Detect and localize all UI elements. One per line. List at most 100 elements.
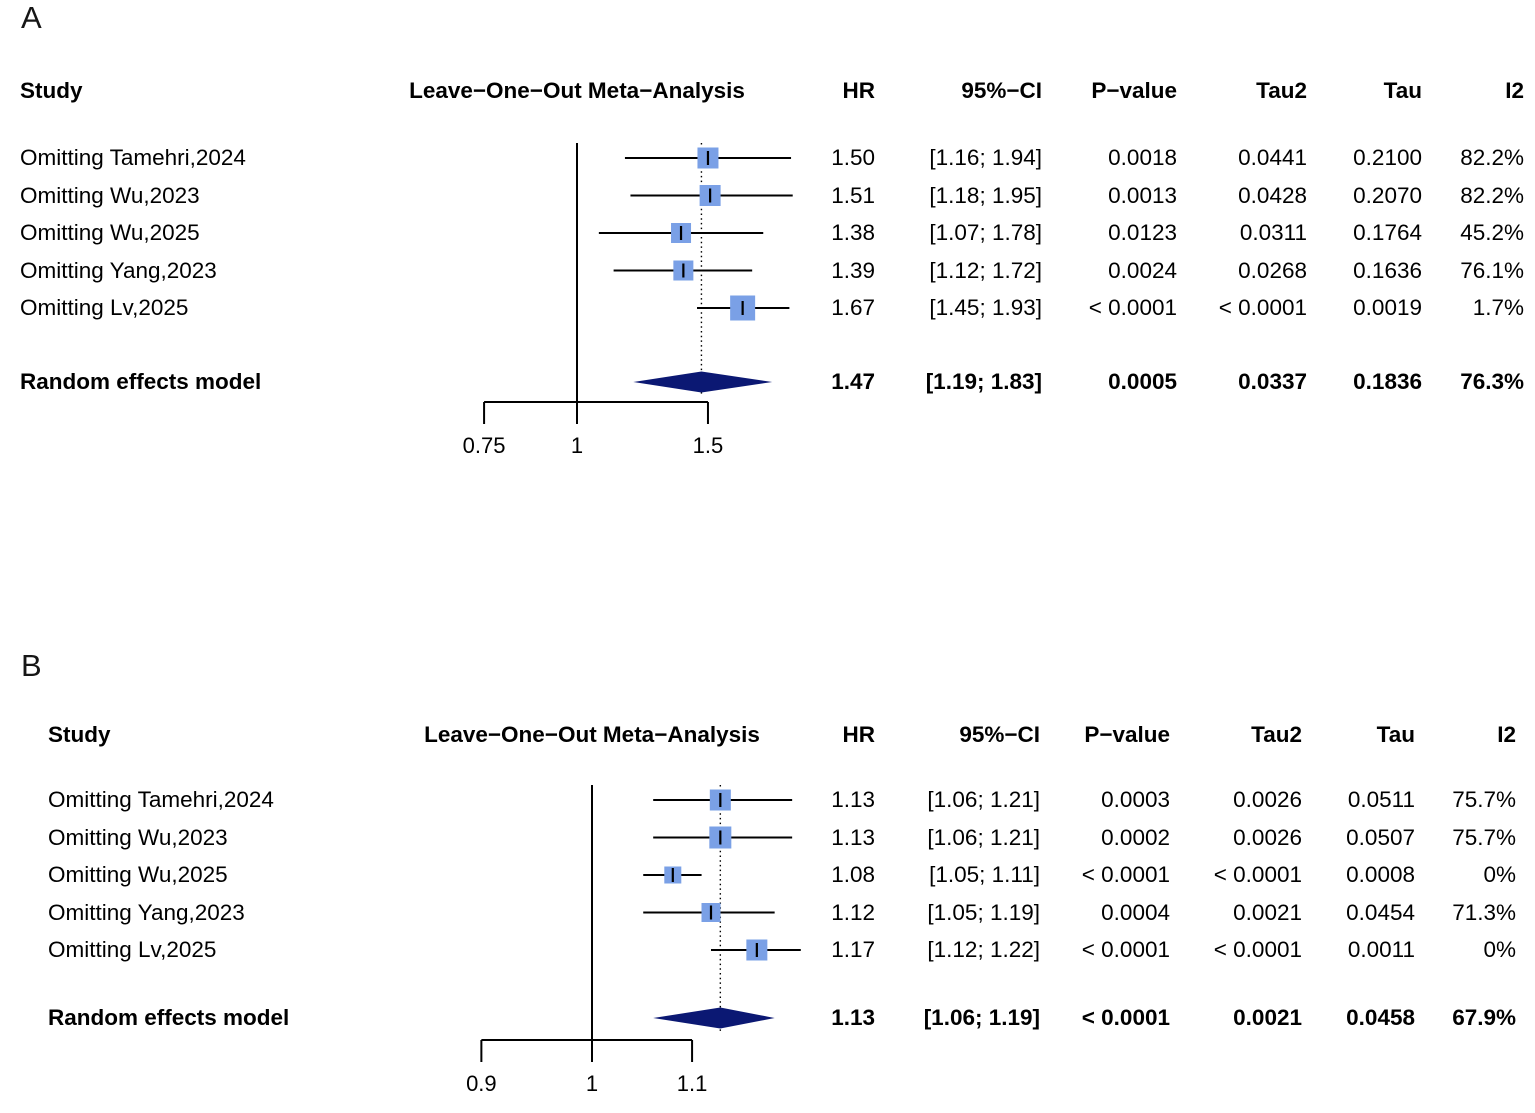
hr-value: 1.08 <box>831 862 875 887</box>
panel-b-column-headers: Study Leave−One−Out Meta−Analysis HR 95%… <box>0 720 1535 750</box>
panel-b-label: B <box>21 648 42 683</box>
p-value: 0.0123 <box>1108 220 1177 245</box>
ci-value: [1.12; 1.22] <box>927 937 1040 962</box>
tau2-value: 0.0428 <box>1238 182 1307 208</box>
x-axis-tick-label: 0.9 <box>466 1071 497 1096</box>
col-header-tau: Tau <box>1383 78 1422 103</box>
hr-value: 1.17 <box>831 937 875 962</box>
p-value: 0.0024 <box>1108 257 1177 283</box>
p-value: 0.0018 <box>1108 145 1177 170</box>
i2-value: 82.2% <box>1460 145 1524 170</box>
study-label: Random effects model <box>48 1005 290 1030</box>
study-label: Omitting Wu,2023 <box>48 824 228 850</box>
tau-value: 0.0019 <box>1353 295 1422 320</box>
tau2-value: 0.0268 <box>1238 257 1307 283</box>
tau2-value: 0.0441 <box>1238 145 1307 170</box>
study-label: Omitting Wu,2023 <box>20 182 200 208</box>
ci-value: [1.06; 1.21] <box>927 787 1040 812</box>
panel-a-column-headers: Study Leave−One−Out Meta−Analysis HR 95%… <box>0 76 1535 106</box>
col-header-i2: I2 <box>1505 78 1524 103</box>
study-row: Omitting Yang,2023 1.39 [1.12; 1.72] 0.0024… <box>0 252 1535 290</box>
i2-value: 0% <box>1483 937 1516 962</box>
hr-value: 1.13 <box>831 787 875 812</box>
p-value: 0.0002 <box>1101 824 1170 850</box>
col-header-plot: Leave−One−Out Meta−Analysis <box>424 722 760 747</box>
summary-row: Random effects model 1.13 [1.06; 1.19] < 0.… <box>0 999 1535 1037</box>
tau-value: 0.0458 <box>1346 1005 1415 1030</box>
tau-value: 0.0011 <box>1347 937 1415 962</box>
tau2-value: 0.0026 <box>1233 824 1302 850</box>
tau2-value: 0.0026 <box>1233 787 1302 812</box>
col-header-study: Study <box>20 78 83 103</box>
col-header-plot: Leave−One−Out Meta−Analysis <box>409 78 745 103</box>
p-value: 0.0003 <box>1101 787 1170 812</box>
p-value: < 0.0001 <box>1088 295 1177 320</box>
study-label: Omitting Yang,2023 <box>48 899 245 925</box>
study-label: Omitting Yang,2023 <box>20 257 217 283</box>
study-row: Omitting Yang,2023 1.12 [1.05; 1.19] 0.0004… <box>0 894 1535 932</box>
i2-value: 67.9% <box>1452 1005 1516 1030</box>
p-value: 0.0013 <box>1108 182 1177 208</box>
p-value: 0.0005 <box>1108 369 1177 394</box>
ci-value: [1.07; 1.78] <box>929 220 1042 245</box>
col-header-p-value: P−value <box>1084 722 1170 747</box>
summary-diamond <box>633 371 773 393</box>
tau2-value: 0.0021 <box>1233 899 1302 925</box>
tau2-value: 0.0337 <box>1238 369 1307 394</box>
ci-value: [1.05; 1.11] <box>929 862 1040 887</box>
summary-diamond <box>653 1007 775 1029</box>
study-label: Omitting Wu,2025 <box>48 862 228 887</box>
hr-value: 1.47 <box>831 369 875 394</box>
ci-value: [1.19; 1.83] <box>925 369 1042 394</box>
i2-value: 75.7% <box>1452 824 1516 850</box>
study-label: Omitting Lv,2025 <box>20 295 189 320</box>
panel-b: B Study Leave−One−Out Meta−Analysis HR 9… <box>0 648 1535 1113</box>
study-row: Omitting Lv,2025 1.17 [1.12; 1.22] < 0.0001… <box>0 931 1535 969</box>
tau-value: 0.0507 <box>1346 824 1415 850</box>
study-row: Omitting Tamehri,2024 1.13 [1.06; 1.21] 0.0… <box>0 781 1535 819</box>
ci-value: [1.18; 1.95] <box>929 182 1042 208</box>
col-header-hr: HR <box>842 722 876 747</box>
col-header-tau2: Tau2 <box>1251 722 1302 747</box>
hr-value: 1.38 <box>831 220 875 245</box>
ci-value: [1.45; 1.93] <box>929 295 1042 320</box>
study-label: Random effects model <box>20 369 262 394</box>
hr-value: 1.67 <box>831 295 875 320</box>
i2-value: 71.3% <box>1452 899 1516 925</box>
hr-value: 1.13 <box>831 1005 875 1030</box>
study-row: Omitting Tamehri,2024 1.50 [1.16; 1.94] 0.0… <box>0 139 1535 177</box>
i2-value: 76.3% <box>1460 369 1524 394</box>
i2-value: 45.2% <box>1460 220 1524 245</box>
tau-value: 0.0454 <box>1346 899 1415 925</box>
p-value: < 0.0001 <box>1081 1005 1170 1030</box>
hr-value: 1.50 <box>831 145 875 170</box>
tau-value: 0.2070 <box>1353 182 1422 208</box>
tau-value: 0.0008 <box>1346 862 1415 887</box>
tau2-value: < 0.0001 <box>1218 295 1307 320</box>
hr-value: 1.12 <box>831 899 875 925</box>
hr-value: 1.39 <box>831 257 875 283</box>
tau-value: 0.1764 <box>1353 220 1422 245</box>
tau2-value: < 0.0001 <box>1213 862 1302 887</box>
study-label: Omitting Tamehri,2024 <box>20 145 246 170</box>
study-row: Omitting Wu,2025 1.08 [1.05; 1.11] < 0.0001… <box>0 856 1535 894</box>
ci-value: [1.06; 1.19] <box>923 1005 1040 1030</box>
study-row: Omitting Wu,2023 1.51 [1.18; 1.95] 0.0013 0.… <box>0 177 1535 215</box>
p-value: < 0.0001 <box>1081 937 1170 962</box>
panel-a-label: A <box>21 0 42 35</box>
ci-value: [1.12; 1.72] <box>929 257 1042 283</box>
tau-value: 0.1636 <box>1353 257 1422 283</box>
ci-value: [1.06; 1.21] <box>927 824 1040 850</box>
col-header-p-value: P−value <box>1091 78 1177 103</box>
p-value: < 0.0001 <box>1081 862 1170 887</box>
panel-a-forest-plot: 0.75 1 1.5 <box>463 143 793 458</box>
panel-a: A Study Leave−One−Out Meta−Analysis HR 9… <box>0 0 1535 458</box>
i2-value: 1.7% <box>1472 295 1524 320</box>
col-header-ci: 95%−CI <box>961 78 1042 103</box>
p-value: 0.0004 <box>1101 899 1170 925</box>
col-header-ci: 95%−CI <box>959 722 1040 747</box>
study-label: Omitting Lv,2025 <box>48 937 217 962</box>
study-row: Omitting Wu,2023 1.13 [1.06; 1.21] 0.0002 0.… <box>0 819 1535 857</box>
col-header-study: Study <box>48 722 111 747</box>
